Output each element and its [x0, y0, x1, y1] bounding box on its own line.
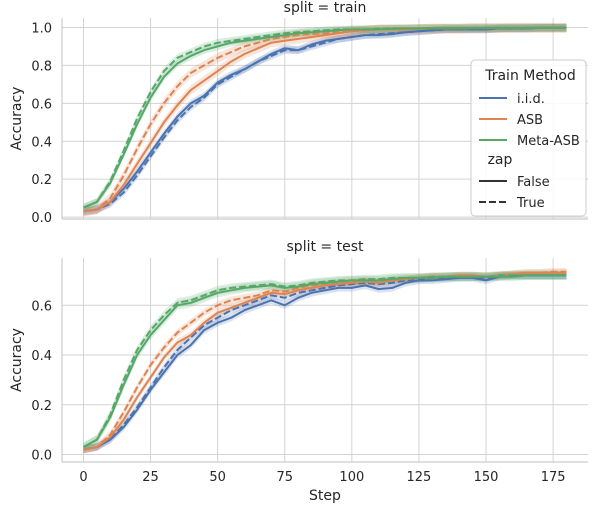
confidence-band — [83, 268, 567, 454]
y-tick-label: 1.0 — [31, 21, 52, 36]
legend-item-label: False — [517, 175, 550, 190]
panel-title: split = train — [284, 0, 367, 16]
series-line — [83, 26, 567, 209]
y-axis-label: Accuracy — [9, 328, 25, 392]
legend-item-label: i.i.d. — [517, 92, 545, 107]
y-tick-label: 0.0 — [31, 449, 52, 464]
legend-subtitle: zap — [488, 152, 513, 168]
x-tick-label: 100 — [339, 470, 364, 485]
y-tick-label: 0.2 — [31, 399, 52, 414]
series-line — [83, 26, 567, 213]
series-line — [83, 26, 567, 213]
legend-item-label: Meta-ASB — [517, 134, 580, 149]
legend: Train Method i.i.d. ASB Meta-ASB zap False Tru… — [470, 59, 587, 217]
train-panel: split = train 0.0 0.2 0.4 0.6 0.8 1.0 Accuracy — [9, 0, 588, 226]
y-tick-label: 0.6 — [31, 97, 52, 112]
x-tick-label: 125 — [407, 470, 432, 485]
confidence-band — [83, 24, 567, 216]
y-tick-label: 0.6 — [31, 299, 52, 314]
y-tick-label: 0.2 — [31, 173, 52, 188]
y-tick-label: 0.4 — [31, 349, 52, 364]
grid — [62, 258, 588, 462]
series-line — [83, 274, 567, 451]
series-line — [83, 274, 567, 451]
y-tick-label: 0.0 — [31, 211, 52, 226]
x-tick-label: 150 — [474, 470, 499, 485]
legend-title: Train Method — [484, 68, 576, 84]
y-tick-label: 0.8 — [31, 59, 52, 74]
x-tick-label: 175 — [541, 470, 566, 485]
x-axis-label: Step — [309, 488, 341, 504]
series-line — [83, 274, 567, 448]
confidence-band — [83, 271, 567, 454]
x-tick-label: 75 — [276, 470, 293, 485]
legend-item-label: True — [516, 196, 545, 211]
confidence-band — [83, 271, 567, 454]
legend-item-label: ASB — [517, 113, 543, 128]
x-tick-label: 0 — [79, 470, 87, 485]
test-panel: split = test 0.0 0.2 0.4 0.6 0 25 50 75 100 125 150… — [9, 239, 588, 504]
y-tick-label: 0.4 — [31, 135, 52, 150]
y-axis-label: Accuracy — [9, 87, 25, 151]
x-tick-label: 25 — [142, 470, 159, 485]
x-tick-label: 50 — [209, 470, 226, 485]
series-line — [83, 274, 567, 448]
panel-title: split = test — [287, 239, 364, 255]
